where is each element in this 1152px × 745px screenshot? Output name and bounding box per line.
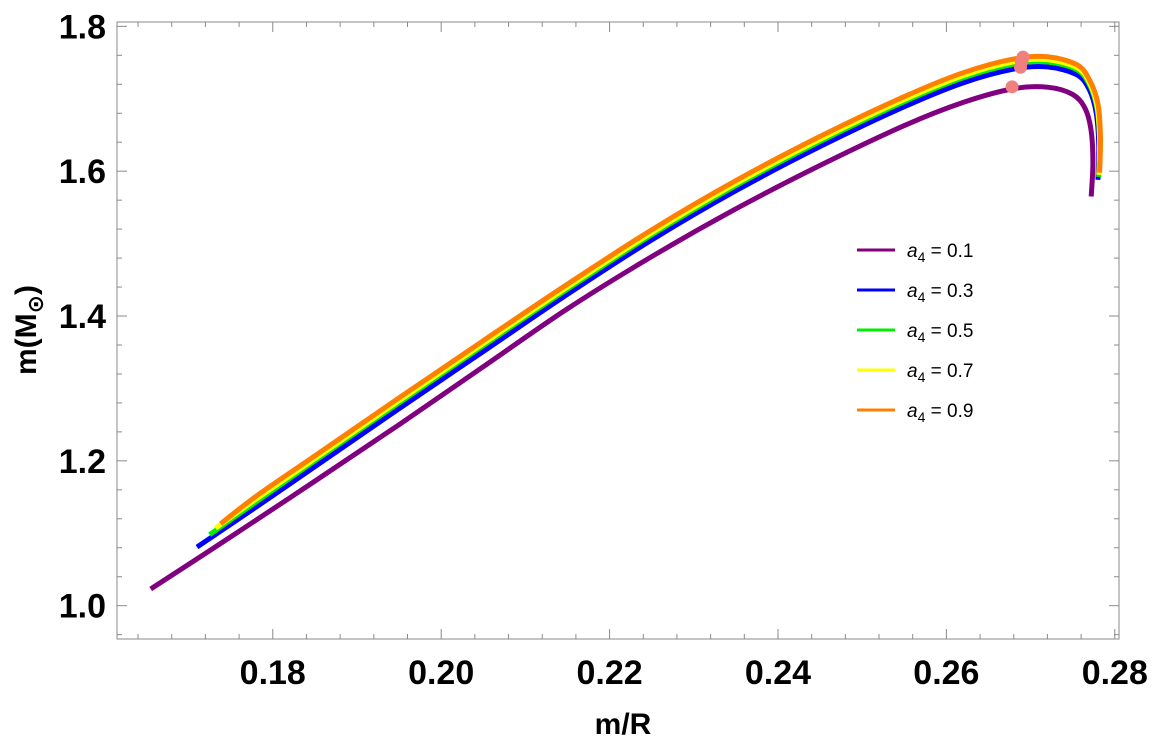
- legend-label: a4 = 0.5: [907, 321, 973, 345]
- series-line-5: [219, 53, 1104, 526]
- x-tick-label: 0.26: [913, 654, 979, 692]
- y-axis-title-close: ): [10, 285, 43, 295]
- plot-frame: [116, 21, 1120, 640]
- legend-item-4: a4 = 0.7: [857, 361, 973, 385]
- legend-label: a4 = 0.9: [907, 401, 973, 425]
- series-layer: [149, 53, 1104, 592]
- y-axis: 1.0 1.2 1.4 1.6 1.8: [59, 8, 1119, 636]
- y-tick-label: 1.8: [59, 8, 106, 46]
- x-tick-label: 0.24: [745, 654, 811, 692]
- legend-item-5: a4 = 0.9: [857, 401, 973, 425]
- legend-item-1: a4 = 0.1: [857, 241, 973, 265]
- x-axis: 0.18 0.20 0.22 0.24 0.26 0.28: [137, 22, 1148, 692]
- legend-item-2: a4 = 0.3: [857, 281, 973, 305]
- y-tick-label: 1.4: [59, 298, 106, 336]
- series-line-1: [149, 84, 1096, 592]
- max-mass-marker-1: [1005, 80, 1019, 94]
- x-tick-label: 0.22: [576, 654, 642, 692]
- legend-label: a4 = 0.3: [907, 281, 973, 305]
- plot-border: [116, 21, 1120, 640]
- max-mass-markers: [1005, 50, 1030, 94]
- legend: a4 = 0.1 a4 = 0.3 a4 = 0.5 a4 = 0.7 a4 = 0.9: [857, 241, 973, 425]
- legend-label: a4 = 0.7: [907, 361, 973, 385]
- x-tick-label: 0.20: [408, 654, 474, 692]
- legend-label: a4 = 0.1: [907, 241, 973, 265]
- y-tick-label: 1.0: [59, 588, 106, 626]
- y-axis-title-main: m(M: [10, 313, 43, 375]
- y-tick-label: 1.2: [59, 443, 106, 481]
- legend-item-3: a4 = 0.5: [857, 321, 973, 345]
- y-tick-label: 1.6: [59, 153, 106, 191]
- y-axis-title-sub: ⊙: [23, 295, 48, 313]
- y-axis-title: m(M⊙): [10, 285, 48, 375]
- x-axis-title: m/R: [595, 708, 652, 741]
- series-line-2: [195, 63, 1102, 550]
- max-mass-marker-5: [1016, 50, 1030, 64]
- x-tick-label: 0.28: [1082, 654, 1148, 692]
- x-tick-label: 0.18: [240, 654, 306, 692]
